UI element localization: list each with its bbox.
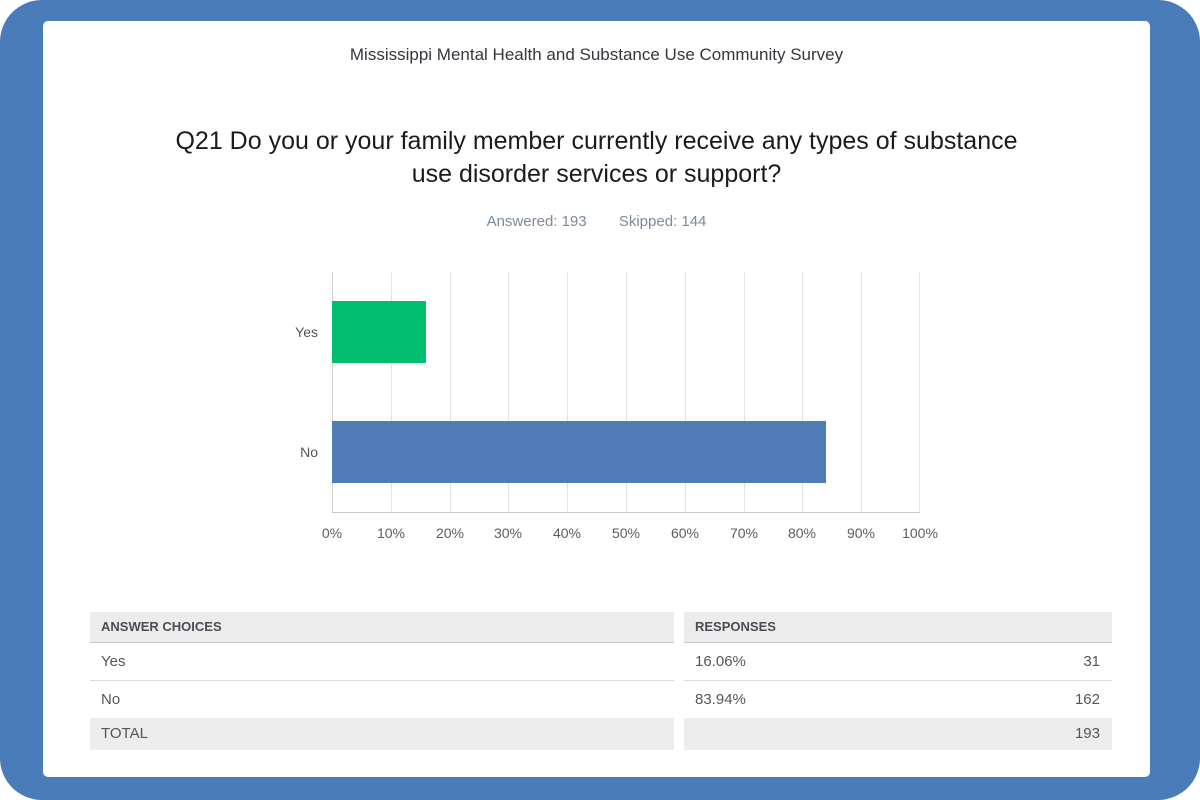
category-label: No xyxy=(300,444,318,460)
gridline xyxy=(450,272,451,512)
gridline xyxy=(802,272,803,512)
count-value: 162 xyxy=(1074,691,1100,708)
gridline xyxy=(567,272,568,512)
category-label: Yes xyxy=(295,324,318,340)
question-title: Q21 Do you or your family member current… xyxy=(43,125,1150,191)
x-tick-label: 50% xyxy=(611,525,641,541)
results-table: ANSWER CHOICES RESPONSES Yes 16.06% 31 N… xyxy=(90,612,1112,750)
x-tick-label: 60% xyxy=(670,525,700,541)
table-row: Yes 16.06% 31 xyxy=(90,643,1112,681)
table-header-row: ANSWER CHOICES RESPONSES xyxy=(90,612,1112,643)
answer-stats: Answered: 193 Skipped: 144 xyxy=(43,213,1150,230)
gridline xyxy=(508,272,509,512)
x-tick-label: 70% xyxy=(729,525,759,541)
responses-header: RESPONSES xyxy=(684,612,1112,643)
x-tick-label: 40% xyxy=(552,525,582,541)
percent-value: 83.94% xyxy=(695,691,746,708)
total-count-value: 193 xyxy=(1074,725,1100,742)
question-text: Q21 Do you or your family member current… xyxy=(175,127,1018,188)
gridline xyxy=(626,272,627,512)
bar-no xyxy=(332,421,826,483)
x-tick-label: 90% xyxy=(846,525,876,541)
answer-choices-header: ANSWER CHOICES xyxy=(90,612,674,643)
skipped-stat: Skipped: 144 xyxy=(618,213,707,230)
x-tick-label: 100% xyxy=(902,525,938,541)
total-label-cell: TOTAL xyxy=(90,718,674,750)
table-row: No 83.94% 162 xyxy=(90,681,1112,718)
answered-stat: Answered: 193 xyxy=(486,213,587,230)
x-tick-label: 10% xyxy=(376,525,406,541)
x-tick-label: 20% xyxy=(435,525,465,541)
count-value: 31 xyxy=(1083,653,1100,670)
response-cell: 16.06% 31 xyxy=(684,643,1112,681)
table-total-row: TOTAL 193 xyxy=(90,718,1112,750)
gridline xyxy=(861,272,862,512)
x-tick-label: 0% xyxy=(321,525,343,541)
x-tick-label: 30% xyxy=(493,525,523,541)
gridline xyxy=(332,272,333,512)
gridline xyxy=(919,272,920,512)
total-count-cell: 193 xyxy=(684,718,1112,750)
responses-header-label: RESPONSES xyxy=(695,619,776,634)
survey-title: Mississippi Mental Health and Substance … xyxy=(349,45,844,64)
percent-value: 16.06% xyxy=(695,653,746,670)
gridline xyxy=(391,272,392,512)
response-cell: 83.94% 162 xyxy=(684,681,1112,718)
bar-yes xyxy=(332,301,427,363)
gridline xyxy=(744,272,745,512)
choice-cell: Yes xyxy=(90,643,674,681)
bar-chart: 0% 10% 20% 30% 40% 50% 60% 70% 80% 90% 100% Yes No xyxy=(270,272,938,564)
plot-area xyxy=(332,272,920,513)
survey-card: Mississippi Mental Health and Substance … xyxy=(43,21,1150,777)
gridline xyxy=(685,272,686,512)
x-tick-label: 80% xyxy=(787,525,817,541)
choice-cell: No xyxy=(90,681,674,718)
